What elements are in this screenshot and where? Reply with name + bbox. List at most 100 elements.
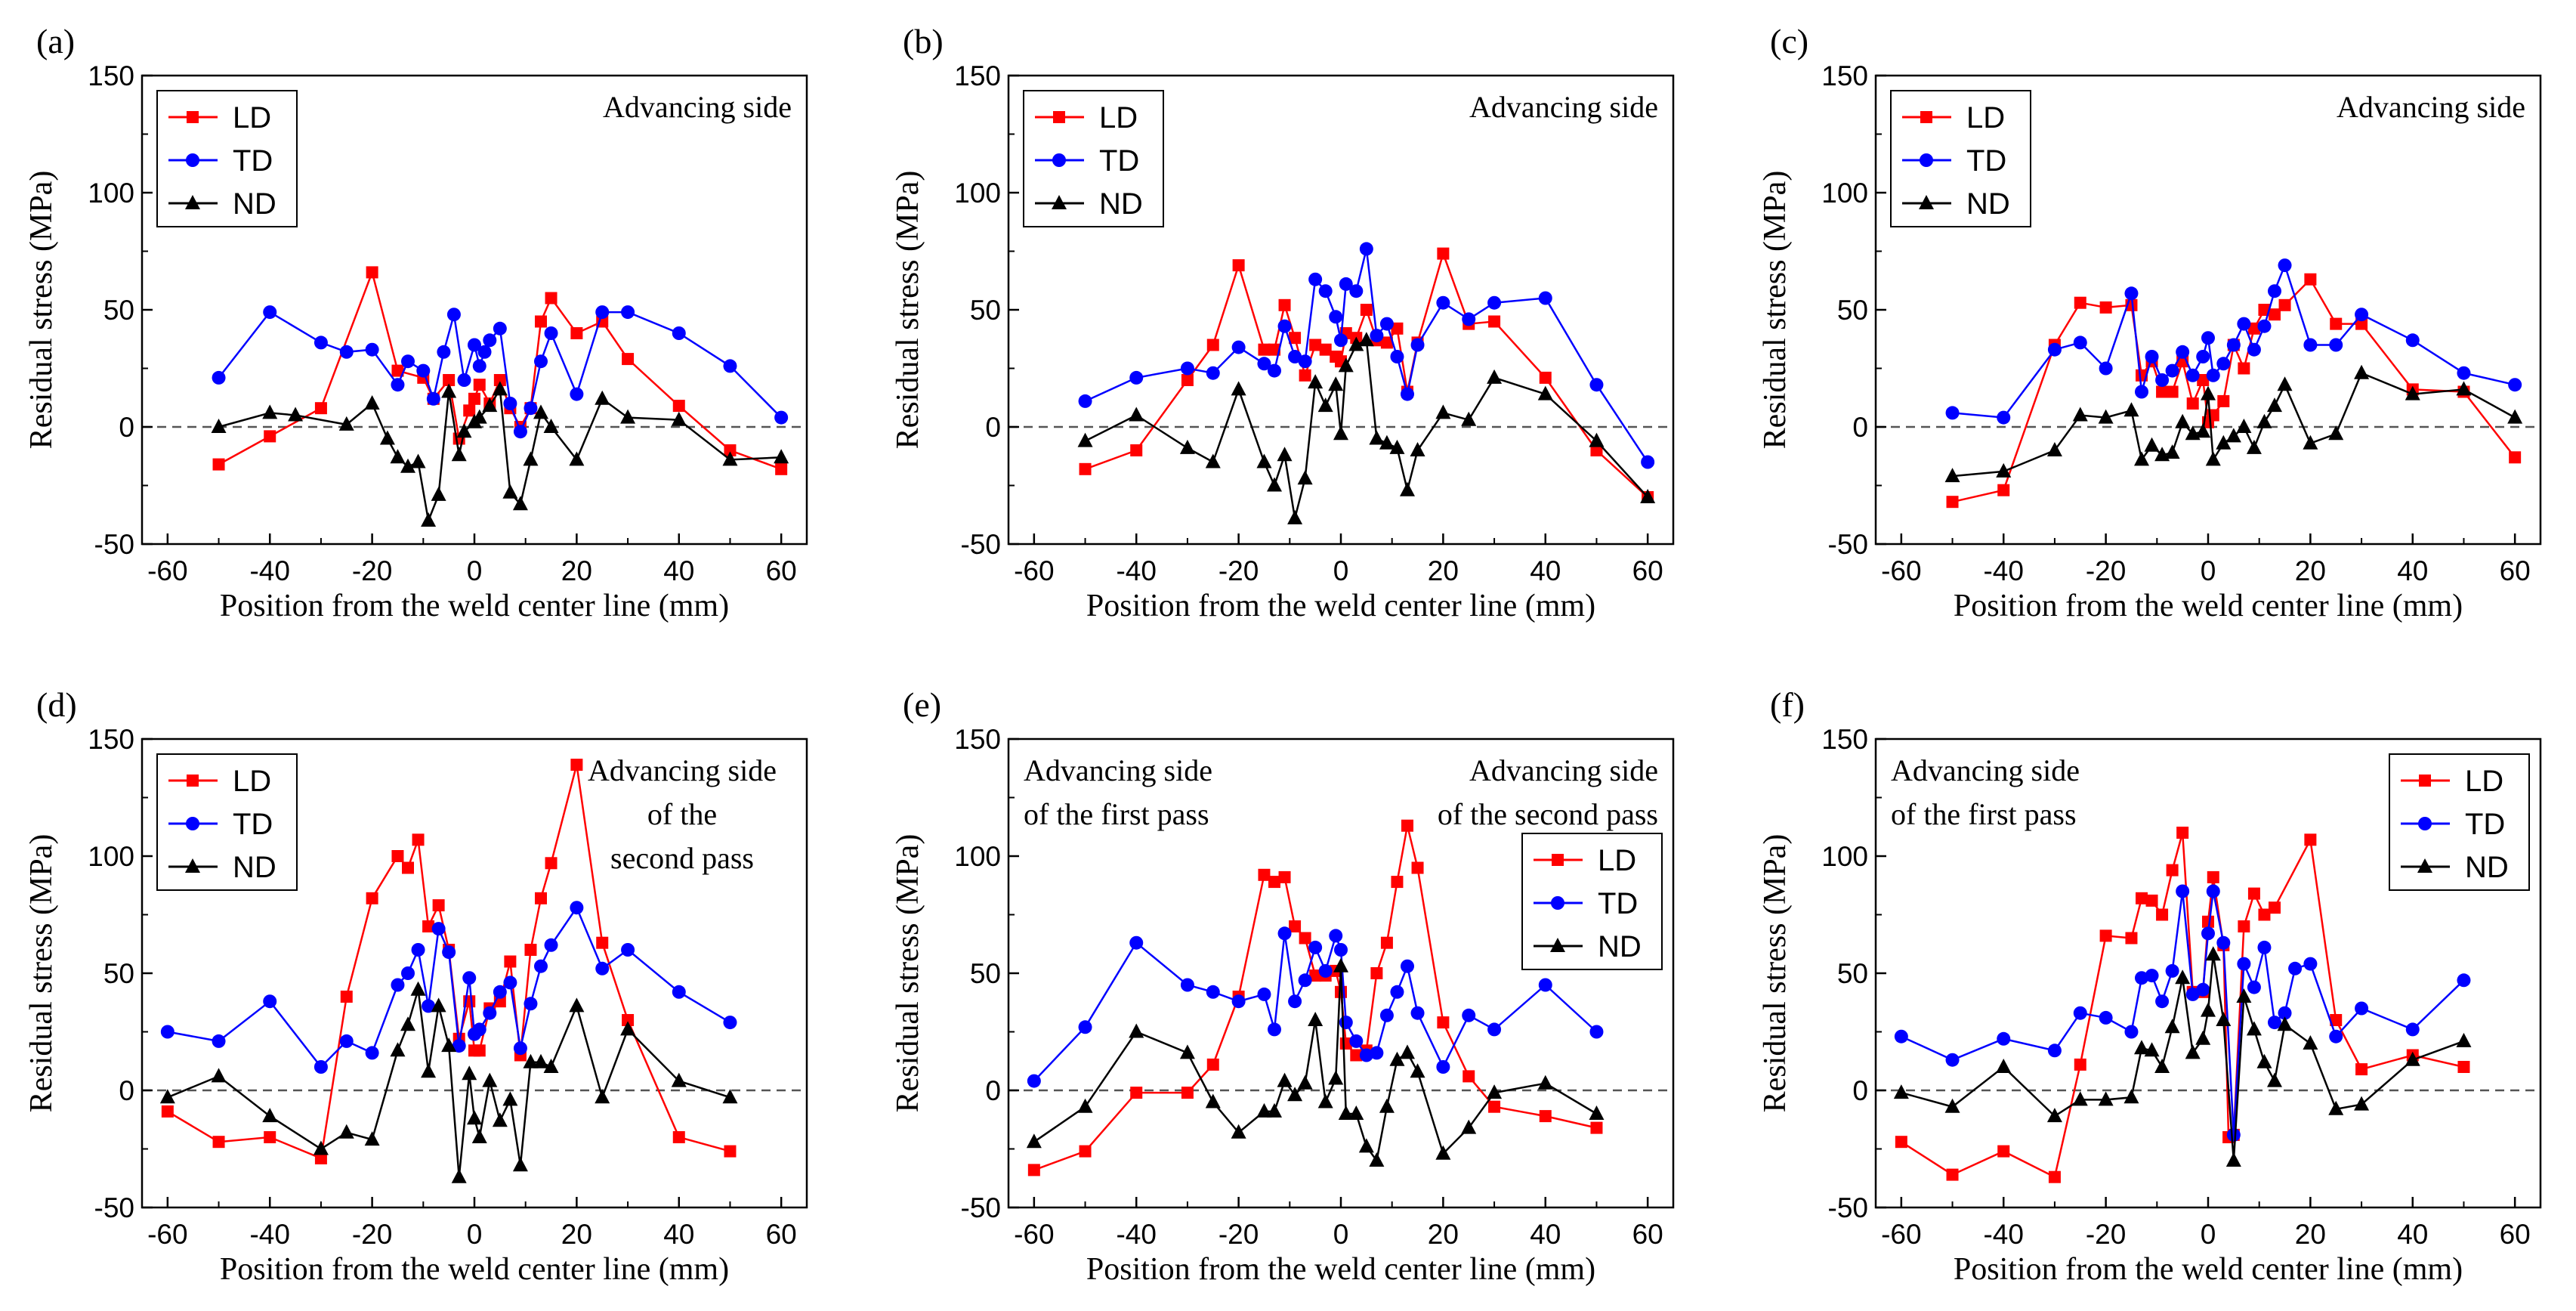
data-point-ND: [595, 390, 610, 405]
x-tick-label: 60: [1632, 1219, 1663, 1250]
data-point-ND: [1996, 1059, 2012, 1073]
data-point-LD: [463, 404, 476, 417]
data-point-LD: [366, 892, 378, 904]
y-tick-label: 150: [88, 724, 134, 755]
data-point-ND: [2405, 1051, 2420, 1066]
series-line-LD: [167, 764, 730, 1160]
data-point-TD: [1462, 1008, 1476, 1022]
data-point-TD: [1589, 1025, 1604, 1039]
series-TD: [1894, 884, 2471, 1142]
legend-label: LD: [233, 101, 271, 135]
data-point-LD: [1350, 1049, 1363, 1062]
data-point-ND: [400, 458, 415, 473]
data-point-TD: [1180, 361, 1194, 376]
data-point-TD: [2073, 335, 2087, 350]
data-point-TD: [1538, 978, 1552, 992]
x-tick-label: 20: [1428, 1219, 1459, 1250]
data-point-ND: [2267, 1072, 2282, 1087]
data-point-TD: [442, 945, 456, 960]
x-tick-label: 40: [2397, 1219, 2428, 1250]
legend: LD TD ND: [1890, 90, 2031, 227]
data-point-TD: [1436, 295, 1450, 310]
x-tick-label: 0: [1333, 555, 1349, 586]
plot-frame: [1874, 74, 2542, 546]
legend-marker: [1919, 195, 1934, 209]
data-point-TD: [2124, 1025, 2139, 1039]
data-point-TD: [493, 985, 507, 999]
legend-marker: [185, 858, 200, 873]
data-point-TD: [1231, 994, 1246, 1009]
data-point-TD: [524, 997, 538, 1011]
data-point-LD: [1130, 444, 1143, 456]
data-point-ND: [502, 1091, 518, 1106]
data-point-LD: [1079, 462, 1092, 475]
data-point-LD: [672, 400, 685, 413]
annotation-text: of the first pass: [1891, 797, 2077, 831]
data-point-ND: [2185, 1044, 2201, 1059]
legend-label: TD: [1598, 887, 1638, 920]
data-point-TD: [2201, 926, 2215, 941]
data-point-ND: [2124, 1089, 2139, 1104]
data-point-LD: [1463, 1070, 1475, 1083]
data-point-TD: [1288, 350, 1302, 363]
data-point-TD: [365, 342, 379, 357]
data-point-TD: [2355, 1001, 2369, 1016]
legend-marker: [1551, 896, 1564, 910]
data-point-LD: [1997, 484, 2010, 496]
data-point-LD: [1437, 247, 1450, 260]
y-tick-label: 150: [954, 60, 1001, 91]
data-point-ND: [1461, 1119, 1477, 1134]
y-tick-label: 150: [954, 724, 1001, 755]
panel-5: (f) -50 0 50 100 150 -60 -40 -20 0 20 40 60 Position …: [1758, 685, 2542, 1287]
data-point-LD: [2269, 308, 2281, 321]
legend-marker: [1052, 195, 1067, 209]
data-point-TD: [483, 333, 497, 348]
data-point-TD: [1379, 317, 1394, 331]
data-point-LD: [1411, 861, 1424, 874]
data-point-LD: [1590, 444, 1603, 456]
data-point-ND: [441, 383, 457, 398]
data-point-TD: [1538, 291, 1552, 305]
data-point-ND: [211, 1068, 227, 1083]
data-point-TD: [1298, 973, 1312, 988]
panel-3: (d) -50 0 50 100 150 -60 -40 -20 0 20 40 60 Position …: [24, 685, 808, 1287]
data-point-TD: [477, 345, 492, 359]
data-point-ND: [1317, 1093, 1333, 1108]
data-point-TD: [2165, 363, 2179, 378]
data-point-LD: [402, 861, 414, 874]
data-point-ND: [2303, 1035, 2318, 1050]
data-point-LD: [1946, 1168, 1959, 1181]
data-point-TD: [2135, 385, 2148, 399]
data-point-ND: [400, 1016, 415, 1031]
data-point-LD: [1380, 336, 1393, 349]
data-point-TD: [2216, 357, 2231, 371]
annotation-text: Advancing side: [1024, 753, 1212, 787]
data-point-TD: [365, 1046, 379, 1060]
data-point-TD: [1641, 455, 1655, 469]
data-point-LD: [2304, 833, 2317, 846]
data-point-ND: [1231, 381, 1246, 396]
data-point-ND: [1944, 468, 1960, 483]
data-point-TD: [1231, 340, 1246, 354]
data-point-LD: [2197, 374, 2210, 386]
data-point-TD: [2278, 258, 2292, 273]
data-point-LD: [524, 944, 537, 956]
data-point-TD: [1027, 1074, 1041, 1088]
legend-label: TD: [233, 144, 273, 178]
data-point-TD: [2268, 1016, 2281, 1030]
data-point-LD: [1079, 1145, 1092, 1158]
y-tick-label: 100: [1821, 841, 1868, 872]
data-point-TD: [1308, 272, 1323, 286]
series-LD: [1027, 819, 1603, 1176]
data-point-TD: [263, 994, 277, 1009]
data-point-ND: [1129, 1023, 1144, 1038]
data-point-LD: [1590, 1121, 1603, 1134]
data-point-TD: [1329, 929, 1343, 943]
data-point-ND: [2072, 1091, 2088, 1106]
data-point-TD: [462, 971, 477, 985]
x-tick-label: -40: [249, 1219, 289, 1250]
series-line-TD: [1085, 249, 1649, 463]
plot-frame: [141, 74, 808, 546]
data-point-ND: [1297, 470, 1313, 485]
y-axis-label: Residual stress (MPa): [24, 834, 59, 1113]
